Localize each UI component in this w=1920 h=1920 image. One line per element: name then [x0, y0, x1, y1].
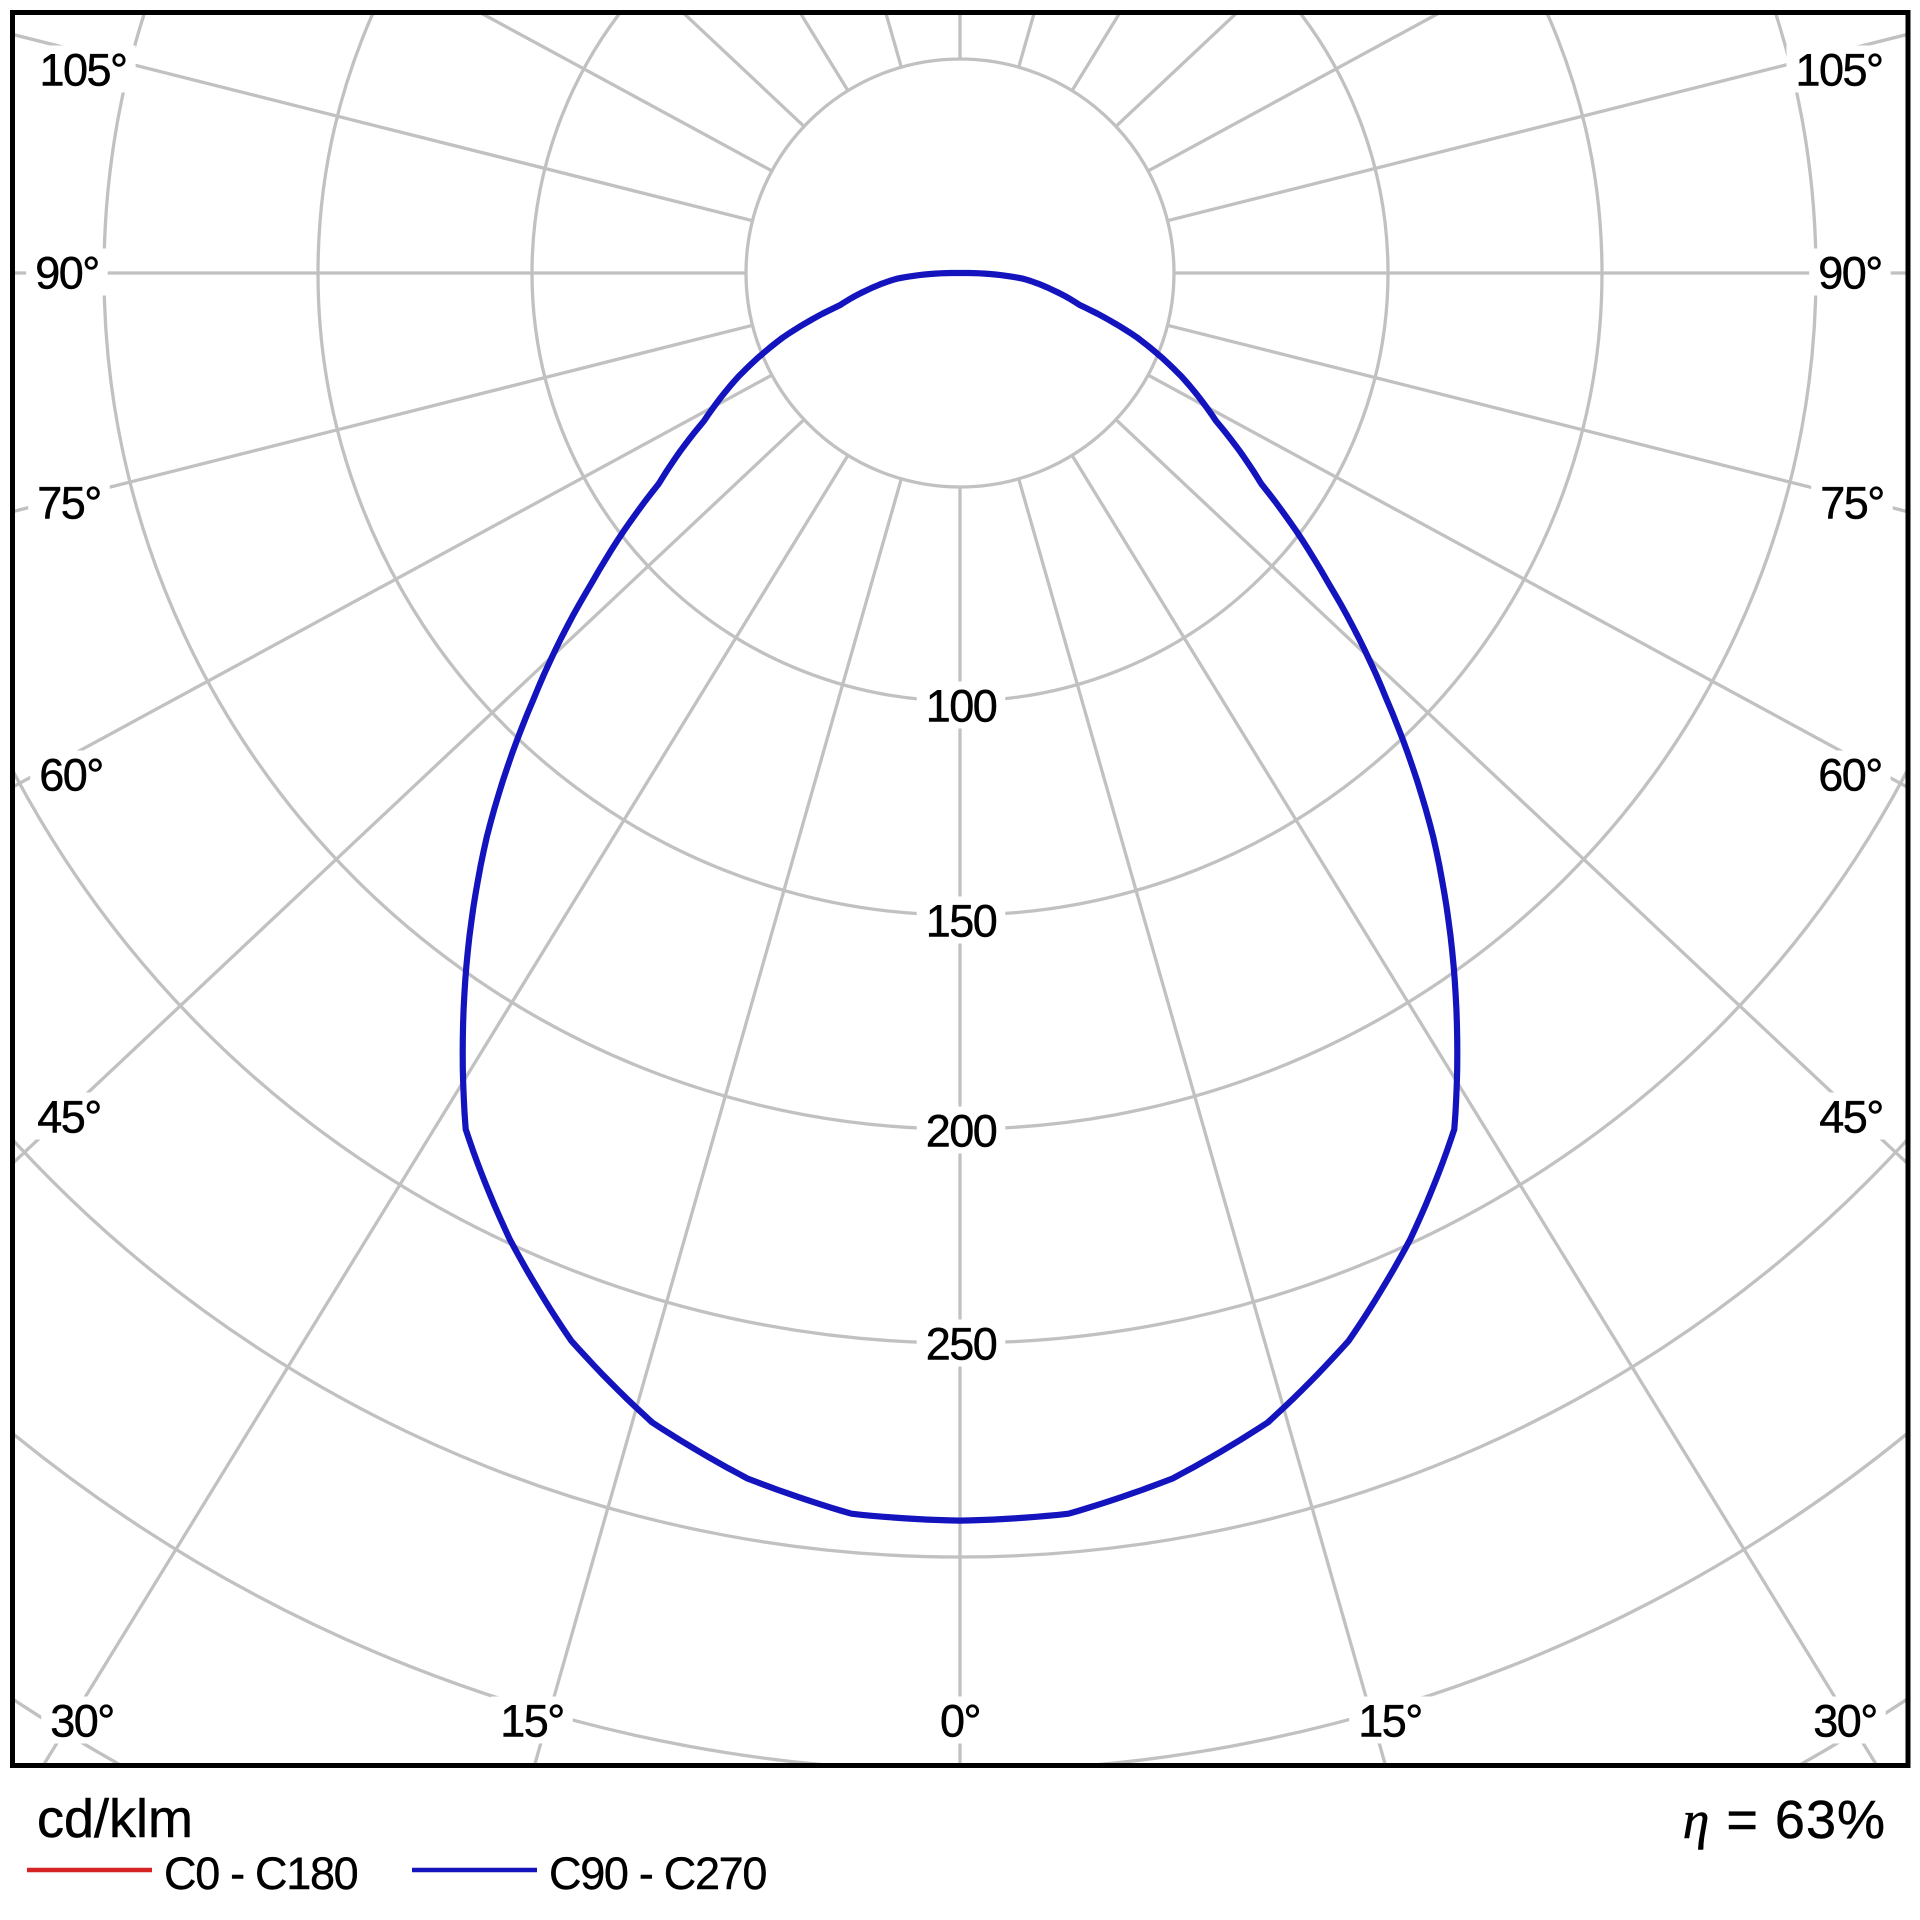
svg-text:45°: 45°	[1819, 1091, 1883, 1142]
svg-text:75°: 75°	[37, 477, 101, 528]
svg-text:60°: 60°	[39, 749, 103, 800]
svg-text:C90 - C270: C90 - C270	[549, 1848, 766, 1899]
svg-text:45°: 45°	[37, 1091, 101, 1142]
svg-text:90°: 90°	[1818, 247, 1882, 298]
svg-text:150: 150	[926, 895, 997, 946]
svg-text:75°: 75°	[1820, 477, 1884, 528]
svg-text:cd/klm: cd/klm	[37, 1789, 193, 1849]
svg-text:C0 - C180: C0 - C180	[164, 1848, 358, 1899]
svg-text:200: 200	[926, 1105, 997, 1156]
svg-text:30°: 30°	[50, 1695, 114, 1746]
svg-text:105°: 105°	[39, 44, 126, 95]
svg-text:η = 63%: η = 63%	[1683, 1790, 1886, 1850]
svg-text:15°: 15°	[1358, 1695, 1422, 1746]
svg-text:250: 250	[926, 1318, 997, 1369]
svg-text:100: 100	[926, 680, 997, 731]
svg-text:105°: 105°	[1795, 44, 1882, 95]
svg-text:90°: 90°	[35, 247, 99, 298]
svg-text:60°: 60°	[1818, 749, 1882, 800]
svg-text:30°: 30°	[1813, 1695, 1877, 1746]
svg-text:0°: 0°	[940, 1695, 980, 1746]
svg-text:15°: 15°	[500, 1695, 564, 1746]
